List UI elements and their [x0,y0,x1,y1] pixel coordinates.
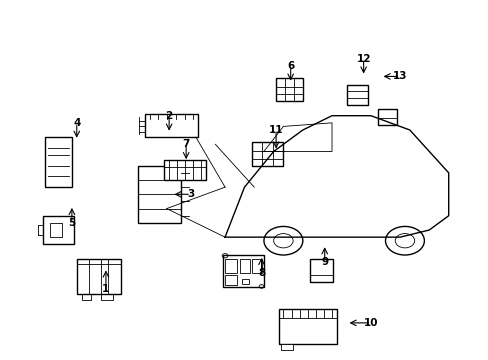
Bar [309,258,333,282]
Text: 8: 8 [257,268,264,278]
Bar [239,258,250,273]
Text: 13: 13 [392,71,407,81]
Bar [346,85,368,105]
Bar [42,216,74,244]
Text: 1: 1 [102,284,109,294]
Bar [251,143,283,166]
Bar [276,78,302,102]
Text: 2: 2 [165,111,172,121]
Bar [281,344,292,350]
Text: 9: 9 [321,257,327,267]
Text: 5: 5 [68,218,75,228]
Text: 11: 11 [268,125,283,135]
Bar [222,255,264,287]
Bar [137,166,181,223]
Bar [77,258,120,294]
Bar [251,258,261,273]
Bar [50,223,62,237]
Bar [377,109,396,125]
Text: 10: 10 [363,318,377,328]
Text: 7: 7 [182,139,189,149]
Text: 6: 6 [286,61,294,71]
Text: 4: 4 [73,118,81,128]
Bar [45,137,72,187]
Bar [164,160,205,180]
Text: 3: 3 [187,189,194,199]
Bar [278,309,336,344]
Bar [224,275,237,285]
Bar [224,258,237,273]
Text: 12: 12 [356,54,370,64]
Bar [144,114,198,137]
Bar [242,279,249,284]
